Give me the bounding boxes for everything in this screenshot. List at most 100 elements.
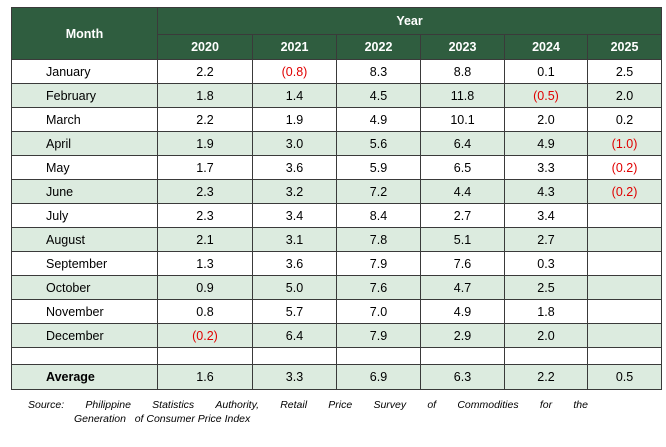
value-cell: 2.2 bbox=[157, 59, 253, 84]
source-word: Price bbox=[328, 399, 353, 411]
value-cell: 4.9 bbox=[420, 299, 505, 324]
source-line-2: Generation of Consumer Price Index bbox=[74, 413, 251, 425]
value-cell: 3.0 bbox=[252, 131, 337, 156]
value-cell: 4.7 bbox=[420, 275, 505, 300]
average-value: 2.2 bbox=[504, 364, 588, 390]
source-word: for bbox=[539, 399, 553, 411]
value-cell: 2.1 bbox=[157, 227, 253, 252]
value-cell: 1.7 bbox=[157, 155, 253, 180]
value-cell bbox=[586, 203, 663, 228]
empty-cell bbox=[586, 347, 663, 365]
value-cell: 6.4 bbox=[420, 131, 505, 156]
value-cell: 1.3 bbox=[157, 251, 253, 276]
source-line-1: Source: Philippine Statistics Authority, Ret… bbox=[28, 398, 588, 412]
value-cell: 1.9 bbox=[157, 131, 253, 156]
value-cell bbox=[586, 251, 663, 276]
value-cell: (0.2) bbox=[586, 179, 663, 204]
year-header-2024: 2024 bbox=[504, 34, 588, 60]
month-label: October bbox=[11, 275, 158, 300]
value-cell: 7.9 bbox=[336, 323, 421, 348]
empty-cell bbox=[157, 347, 253, 365]
empty-cell bbox=[336, 347, 421, 365]
value-cell: 6.5 bbox=[420, 155, 505, 180]
average-value: 6.3 bbox=[420, 364, 505, 390]
average-label: Average bbox=[11, 364, 158, 390]
value-cell: (0.2) bbox=[157, 323, 253, 348]
value-cell: (1.0) bbox=[586, 131, 663, 156]
value-cell: 2.0 bbox=[504, 107, 588, 132]
value-cell: 5.0 bbox=[252, 275, 337, 300]
table-row: March 2.2 1.9 4.9 10.1 2.0 0.2 bbox=[11, 107, 663, 132]
spacer-row bbox=[11, 347, 663, 365]
value-cell: 0.8 bbox=[157, 299, 253, 324]
value-cell bbox=[586, 227, 663, 252]
value-cell: 2.5 bbox=[586, 59, 663, 84]
value-cell: 1.8 bbox=[504, 299, 588, 324]
value-cell: 0.9 bbox=[157, 275, 253, 300]
value-cell: 6.4 bbox=[252, 323, 337, 348]
value-cell: 2.9 bbox=[420, 323, 505, 348]
value-cell: 4.9 bbox=[336, 107, 421, 132]
value-cell: 7.8 bbox=[336, 227, 421, 252]
value-cell: 2.7 bbox=[504, 227, 588, 252]
average-value: 0.5 bbox=[586, 364, 663, 390]
table-row: July 2.3 3.4 8.4 2.7 3.4 bbox=[11, 203, 663, 228]
value-cell bbox=[586, 275, 663, 300]
year-header-2023: 2023 bbox=[420, 34, 505, 60]
table-row: April 1.9 3.0 5.6 6.4 4.9 (1.0) bbox=[11, 131, 663, 156]
average-value: 6.9 bbox=[336, 364, 421, 390]
value-cell: 3.2 bbox=[252, 179, 337, 204]
value-cell: 3.4 bbox=[504, 203, 588, 228]
empty-cell bbox=[504, 347, 588, 365]
value-cell: 0.3 bbox=[504, 251, 588, 276]
month-label: March bbox=[11, 107, 158, 132]
table-row: August 2.1 3.1 7.8 5.1 2.7 bbox=[11, 227, 663, 252]
value-cell: 4.3 bbox=[504, 179, 588, 204]
source-word: Philippine bbox=[85, 399, 131, 411]
value-cell: 5.7 bbox=[252, 299, 337, 324]
table-row: June 2.3 3.2 7.2 4.4 4.3 (0.2) bbox=[11, 179, 663, 204]
value-cell: 3.3 bbox=[504, 155, 588, 180]
value-cell: 2.5 bbox=[504, 275, 588, 300]
value-cell: 7.6 bbox=[336, 275, 421, 300]
value-cell: 3.1 bbox=[252, 227, 337, 252]
table-row: October 0.9 5.0 7.6 4.7 2.5 bbox=[11, 275, 663, 300]
source-word: Survey bbox=[373, 399, 407, 411]
value-cell: 4.9 bbox=[504, 131, 588, 156]
table-row: January 2.2 (0.8) 8.3 8.8 0.1 2.5 bbox=[11, 59, 663, 84]
source-word: of bbox=[427, 399, 437, 411]
year-header-2022: 2022 bbox=[336, 34, 421, 60]
source-word: the bbox=[573, 399, 588, 411]
value-cell: 5.6 bbox=[336, 131, 421, 156]
month-label: May bbox=[11, 155, 158, 180]
value-cell: 2.2 bbox=[157, 107, 253, 132]
empty-cell bbox=[252, 347, 337, 365]
value-cell: 1.9 bbox=[252, 107, 337, 132]
table-row: May 1.7 3.6 5.9 6.5 3.3 (0.2) bbox=[11, 155, 663, 180]
value-cell: 1.4 bbox=[252, 83, 337, 108]
header-row-year: Month Year bbox=[11, 7, 663, 60]
source-word: Commodities bbox=[457, 399, 519, 411]
value-cell: 3.6 bbox=[252, 155, 337, 180]
value-cell: 0.2 bbox=[586, 107, 663, 132]
year-group-header: Year bbox=[156, 7, 663, 35]
inflation-table: Month Year 2020 2021 2022 2023 2024 2025 Janu… bbox=[11, 7, 663, 390]
value-cell: 2.3 bbox=[157, 203, 253, 228]
month-label: January bbox=[11, 59, 158, 84]
value-cell bbox=[586, 299, 663, 324]
month-label: April bbox=[11, 131, 158, 156]
source-note: Source: Philippine Statistics Authority, Ret… bbox=[28, 398, 588, 426]
value-cell: 7.6 bbox=[420, 251, 505, 276]
value-cell: 7.0 bbox=[336, 299, 421, 324]
value-cell: 1.8 bbox=[157, 83, 253, 108]
average-value: 3.3 bbox=[252, 364, 337, 390]
month-label: July bbox=[11, 203, 158, 228]
table-body: January 2.2 (0.8) 8.3 8.8 0.1 2.5 February 1.8 1.… bbox=[11, 59, 663, 390]
value-cell: 7.9 bbox=[336, 251, 421, 276]
month-column-header: Month bbox=[11, 7, 158, 60]
table-row: November 0.8 5.7 7.0 4.9 1.8 bbox=[11, 299, 663, 324]
average-value: 1.6 bbox=[157, 364, 253, 390]
value-cell: 3.6 bbox=[252, 251, 337, 276]
average-row: Average 1.6 3.3 6.9 6.3 2.2 0.5 bbox=[11, 364, 663, 390]
value-cell: 8.8 bbox=[420, 59, 505, 84]
